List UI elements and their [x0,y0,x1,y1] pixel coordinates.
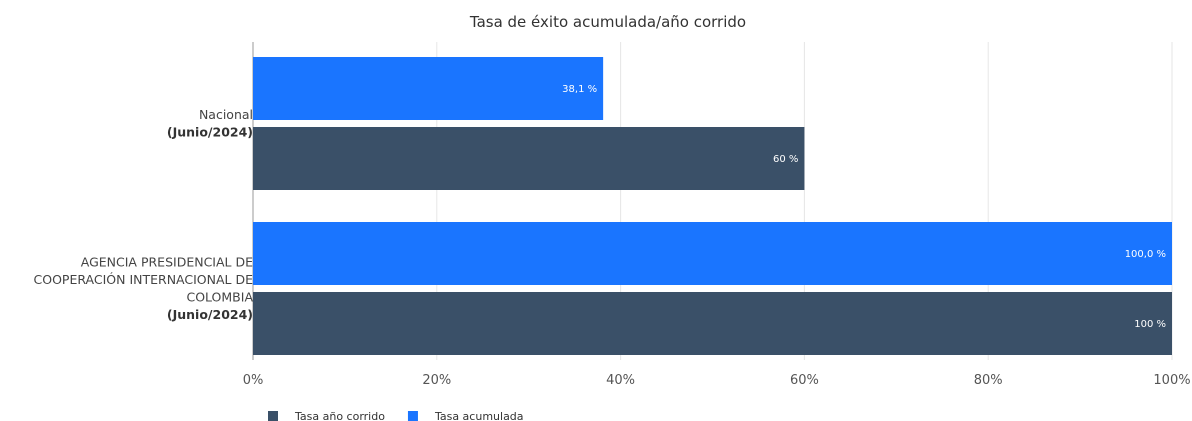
category-label: COOPERACIÓN INTERNACIONAL DE [34,272,254,287]
legend: Tasa año corrido Tasa acumulada [268,410,524,421]
data-label: 60 % [773,154,798,165]
data-label: 100,0 % [1125,249,1166,260]
x-tick-label: 0% [243,373,264,388]
category-period-label: (Junio/2024) [167,124,253,139]
x-tick-label: 100% [1153,373,1190,388]
bar[interactable] [253,292,1172,355]
bar[interactable] [253,222,1172,285]
category-label: AGENCIA PRESIDENCIAL DE [81,254,253,269]
legend-swatch [407,411,418,421]
legend-swatch [268,411,278,421]
x-tick-label: 60% [790,373,819,388]
x-tick-label: 20% [422,373,451,388]
x-tick-label: 80% [974,373,1003,388]
x-axis-ticks: 0% 20% 40% 60% 80% 100% [243,373,1191,388]
data-label: 38,1 % [562,84,597,95]
legend-item-label[interactable]: Tasa año corrido [294,410,385,421]
category-label: Nacional [199,107,253,122]
bar[interactable] [253,127,805,190]
bar[interactable] [253,57,604,120]
bars-group: 38,1 % 60 % 100,0 % 100 % [253,57,1172,355]
category-label: COLOMBIA [186,289,253,304]
category-labels: Nacional (Junio/2024) AGENCIA PRESIDENCIAL… [34,107,254,322]
chart-title: Tasa de éxito acumulada/año corrido [469,13,746,31]
data-label: 100 % [1134,319,1166,330]
category-period-label: (Junio/2024) [167,307,253,322]
legend-item-label[interactable]: Tasa acumulada [434,410,524,421]
x-tick-label: 40% [606,373,635,388]
